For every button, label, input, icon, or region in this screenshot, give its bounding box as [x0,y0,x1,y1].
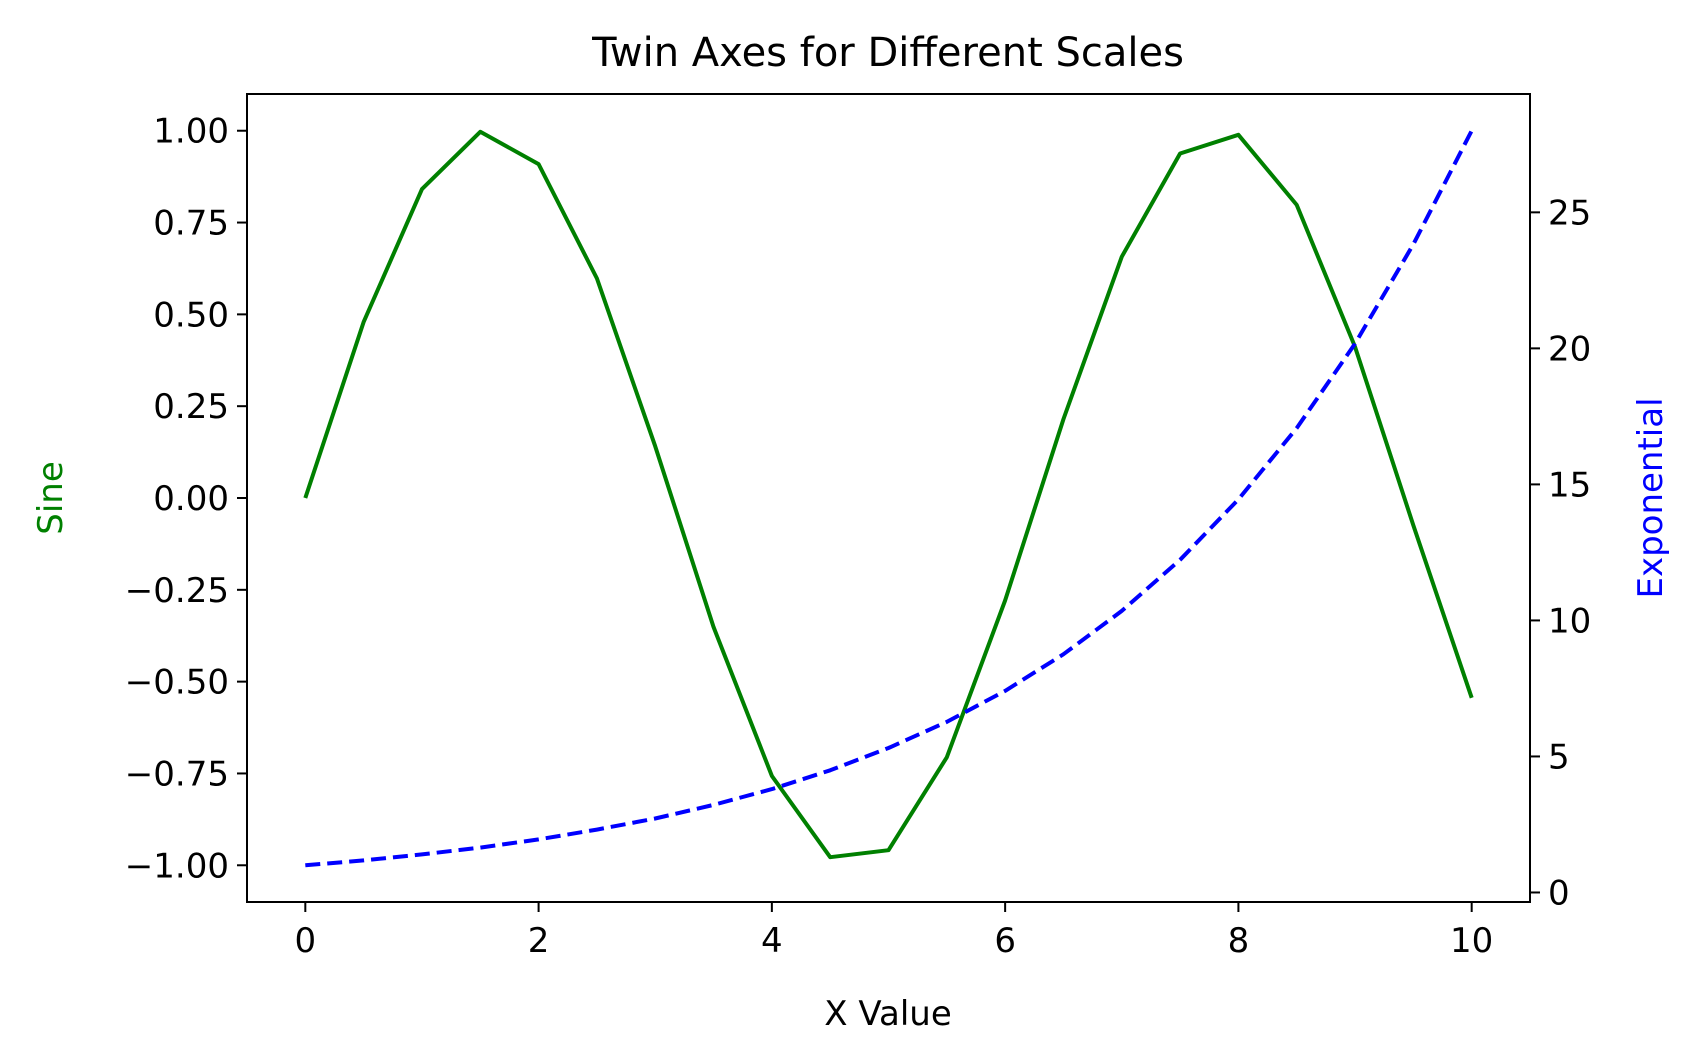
right-y-tick-label: 15 [1548,465,1591,505]
right-y-tick-label: 0 [1548,873,1570,913]
left-y-tick-label: −0.25 [125,571,229,611]
right-y-tick-label: 25 [1548,193,1591,233]
x-tick-label: 6 [994,921,1016,961]
x-tick-label: 0 [294,921,316,961]
x-axis-ticks: 0 2 4 6 8 10 [294,902,1493,961]
x-tick-label: 10 [1450,921,1493,961]
left-y-tick-label: 1.00 [153,112,229,152]
x-tick-label: 2 [528,921,550,961]
left-y-tick-label: 0.75 [153,204,229,244]
left-y-axis-ticks: 1.00 0.75 0.50 0.25 0.00 −0.25 −0.50 −0.75 −1.00 [125,112,247,886]
x-tick-label: 4 [761,921,783,961]
left-y-tick-label: −1.00 [125,846,229,886]
left-y-tick-label: −0.75 [125,754,229,794]
left-y-tick-label: 0.25 [153,387,229,427]
exponential-series-line [305,129,1474,868]
sine-series-line [303,129,1474,860]
left-y-tick-label: −0.50 [125,663,229,703]
left-y-axis-label: Sine [31,461,71,535]
right-y-tick-label: 20 [1548,329,1591,369]
right-y-axis-ticks: 0 5 10 15 20 25 [1530,193,1591,913]
right-y-tick-label: 5 [1548,737,1570,777]
x-axis-label: X Value [824,994,951,1034]
x-tick-label: 8 [1228,921,1250,961]
series-layer [303,129,1474,868]
chart-title: Twin Axes for Different Scales [591,30,1184,76]
left-y-tick-label: 0.00 [153,479,229,519]
left-y-tick-label: 0.50 [153,295,229,335]
right-y-axis-label: Exponential [1631,397,1671,598]
right-y-tick-label: 10 [1548,601,1591,641]
